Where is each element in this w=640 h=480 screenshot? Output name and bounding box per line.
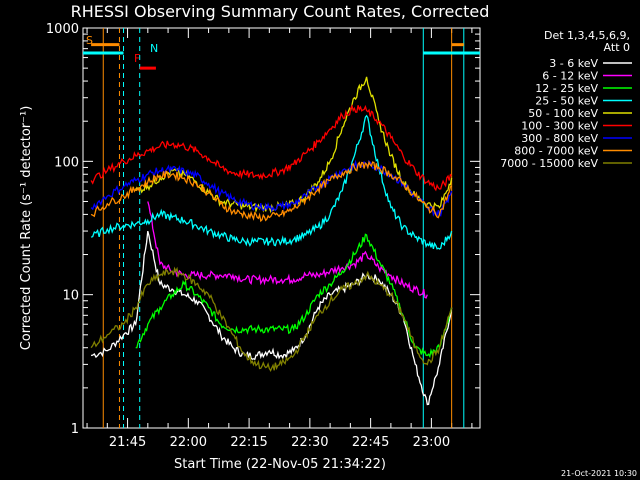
legend-label: 3 - 6 keV [549,57,598,70]
y-axis-label: Corrected Count Rate (s⁻¹ detector⁻¹) [19,106,34,351]
y-tick-labels: 1 10 100 1000 [46,22,79,437]
annotation-n: N [150,42,158,55]
legend-header-line2: Att 0 [604,41,630,54]
axis-ticks [83,28,480,429]
chart-title: RHESSI Observing Summary Count Rates, Co… [71,2,490,21]
y-tick-label: 1000 [46,22,79,37]
legend-label: 25 - 50 keV [535,95,598,108]
legend-label: 7000 - 15000 keV [500,157,598,170]
x-tick-label: 22:00 [170,435,207,450]
series-line [90,104,453,192]
x-tick-label: 23:00 [413,435,450,450]
series-line [90,159,453,219]
legend-label: 100 - 300 keV [521,120,598,133]
series-line [90,266,453,373]
y-tick-label: 10 [62,289,79,304]
legend-label: 800 - 7000 keV [514,145,598,158]
x-tick-label: 22:15 [230,435,267,450]
x-tick-labels: 21:45 22:00 22:15 22:30 22:45 23:00 [109,435,450,450]
legend-label: 12 - 25 keV [535,82,598,95]
series-line [90,114,453,250]
series-line [90,160,452,223]
y-tick-label: 100 [54,155,79,170]
plot-area [82,27,481,429]
legend-label: 6 - 12 keV [542,70,598,83]
x-tick-label: 21:45 [109,435,146,450]
x-tick-label: 22:45 [352,435,389,450]
flag-bars [83,43,480,70]
annotation-s: S [86,34,93,47]
legend-header-line1: Det 1,3,4,5,6,9, [544,29,630,42]
series-line [147,201,428,299]
legend-label: 50 - 100 keV [528,107,598,120]
x-axis-label: Start Time (22-Nov-05 21:34:22) [174,457,386,472]
x-tick-label: 22:30 [291,435,328,450]
footer-date: 21-Oct-2021 10:30 [561,469,637,478]
series-lines [90,76,453,406]
legend-label: 300 - 800 keV [521,132,598,145]
y-tick-label: 1 [71,422,79,437]
plot-frame [82,27,481,429]
annotation-f: F [134,52,140,65]
